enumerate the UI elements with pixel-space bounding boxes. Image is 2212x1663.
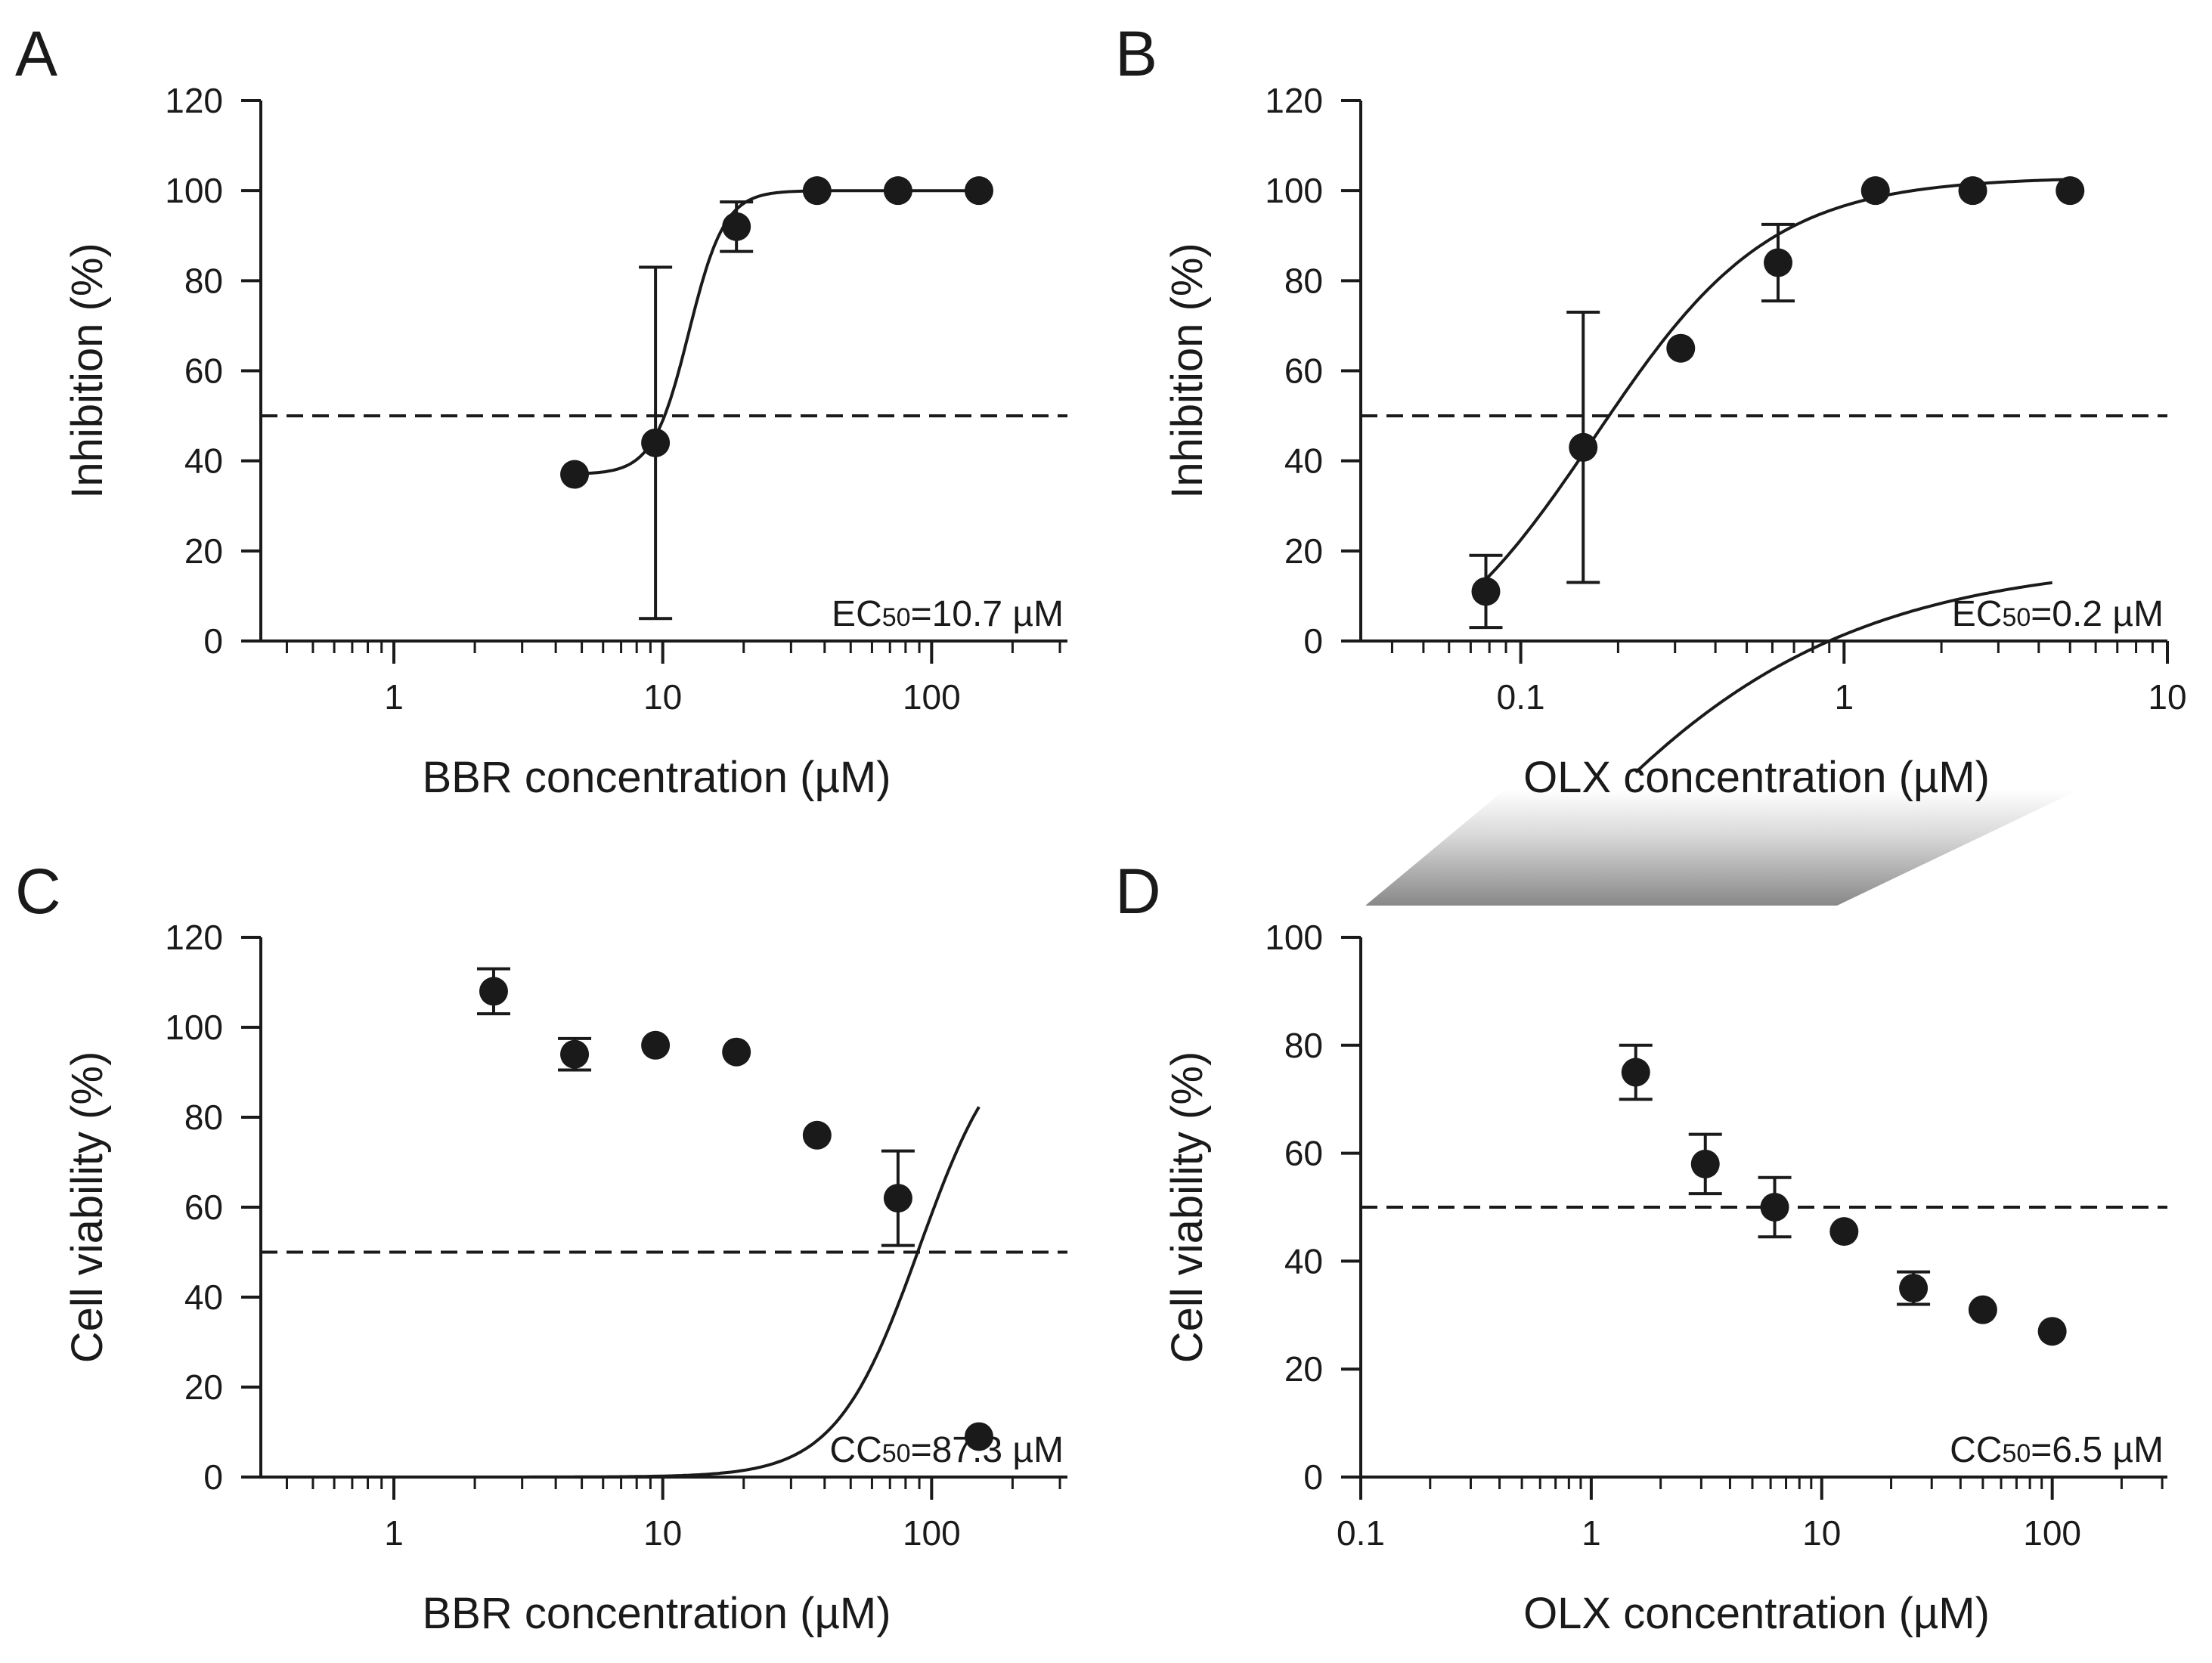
data-point (2037, 1317, 2067, 1346)
y-tick-label: 80 (184, 1098, 223, 1137)
data-point (1829, 1217, 1859, 1246)
data-point (802, 1120, 832, 1150)
x-tick-label: 1 (1835, 677, 1854, 717)
annotation-cc50: CC50=6.5 µM (1950, 1430, 2164, 1470)
data-point (1569, 432, 1598, 462)
y-tick-label: 0 (1303, 1457, 1323, 1497)
y-tick-label: 40 (184, 441, 223, 481)
y-axis-title: Cell viability (%) (63, 1051, 112, 1364)
data-point (2056, 176, 2085, 206)
y-axis-title: Inhibition (%) (63, 243, 112, 498)
x-tick-label: 100 (903, 1513, 961, 1553)
data-point (479, 977, 508, 1006)
y-tick-label: 120 (165, 918, 223, 957)
data-point (964, 1422, 993, 1451)
y-tick-label: 100 (165, 171, 223, 210)
data-point (802, 176, 832, 206)
data-point (1764, 248, 1793, 277)
annotation-subscript: 50 (2002, 1439, 2031, 1468)
y-axis-title: Cell viability (%) (1163, 1051, 1212, 1364)
data-point (560, 460, 590, 489)
y-tick-label: 80 (1284, 261, 1323, 300)
x-tick-label: 100 (903, 677, 961, 717)
data-point (722, 1037, 751, 1067)
x-axis-title: BBR concentration (µM) (422, 1589, 891, 1638)
x-tick-label: 10 (643, 1513, 682, 1553)
data-point (883, 176, 912, 206)
y-tick-label: 120 (1265, 81, 1323, 120)
data-point (1958, 176, 1987, 206)
y-tick-label: 40 (1284, 1241, 1323, 1281)
y-tick-label: 40 (1284, 441, 1323, 481)
data-point (722, 212, 751, 241)
x-tick-label: 1 (384, 677, 404, 717)
fit-curve (574, 189, 979, 475)
x-tick-label: 1 (1582, 1513, 1601, 1553)
data-point (1860, 176, 1890, 206)
x-tick-label: 100 (2023, 1513, 2081, 1553)
data-point (641, 428, 671, 457)
data-point (560, 1039, 590, 1069)
y-tick-label: 0 (203, 621, 223, 661)
annotation-cc50: CC50=87.3 µM (829, 1430, 1064, 1470)
y-tick-label: 60 (1284, 351, 1323, 391)
y-tick-label: 40 (184, 1277, 223, 1317)
x-axis-title: OLX concentration (µM) (1523, 753, 1990, 802)
x-axis-title: BBR concentration (µM) (422, 753, 891, 802)
fit-curve (1634, 581, 2052, 774)
y-tick-label: 20 (1284, 1349, 1323, 1389)
data-point (883, 1184, 912, 1213)
y-tick-label: 100 (1265, 918, 1323, 957)
data-point (1666, 333, 1696, 363)
data-point (1760, 1193, 1789, 1222)
data-point (1899, 1274, 1929, 1303)
y-tick-label: 100 (165, 1008, 223, 1047)
x-tick-label: 1 (384, 1513, 404, 1553)
y-tick-label: 60 (1284, 1134, 1323, 1173)
y-tick-label: 20 (184, 531, 223, 571)
data-point (1621, 1058, 1650, 1087)
y-tick-label: 0 (1303, 621, 1323, 661)
zoom-connector (1361, 906, 2192, 909)
panel-letter-c: C (15, 856, 61, 927)
x-tick-label: 10 (2148, 677, 2186, 717)
x-tick-label: 0.1 (1497, 677, 1545, 717)
y-tick-label: 120 (165, 81, 223, 120)
data-point (641, 1030, 671, 1060)
y-tick-label: 20 (1284, 531, 1323, 571)
annotation-ec50: EC50=10.7 µM (832, 594, 1064, 634)
y-tick-label: 60 (184, 351, 223, 391)
x-tick-label: 10 (643, 677, 682, 717)
data-point (1471, 577, 1501, 606)
y-tick-label: 60 (184, 1188, 223, 1227)
fit-curve (494, 1106, 981, 1479)
y-tick-label: 20 (184, 1367, 223, 1407)
y-tick-label: 80 (184, 261, 223, 300)
data-point (964, 176, 993, 206)
panel-letter-d: D (1115, 856, 1161, 927)
annotation-ec50: EC50=0.2 µM (1952, 594, 2164, 634)
panel-letter-b: B (1115, 18, 1157, 89)
y-tick-label: 0 (203, 1457, 223, 1497)
data-point (1968, 1295, 1997, 1324)
annotation-subscript: 50 (2002, 603, 2031, 632)
x-tick-label: 10 (1802, 1513, 1841, 1553)
zoom-connector-shape (1365, 790, 2079, 906)
x-tick-label: 0.1 (1337, 1513, 1385, 1553)
x-axis-title: OLX concentration (µM) (1523, 1589, 1990, 1638)
y-tick-label: 80 (1284, 1026, 1323, 1065)
chart-panel-b: B 0 20 40 60 80 100 120 0.1 1 10 OLX concentration … (1115, 18, 2187, 802)
y-axis-title: Inhibition (%) (1163, 243, 1212, 498)
y-tick-label: 100 (1265, 171, 1323, 210)
panel-letter-a: A (15, 18, 57, 89)
annotation-subscript: 50 (882, 1439, 911, 1468)
annotation-subscript: 50 (882, 603, 911, 632)
data-point (1690, 1149, 1720, 1178)
